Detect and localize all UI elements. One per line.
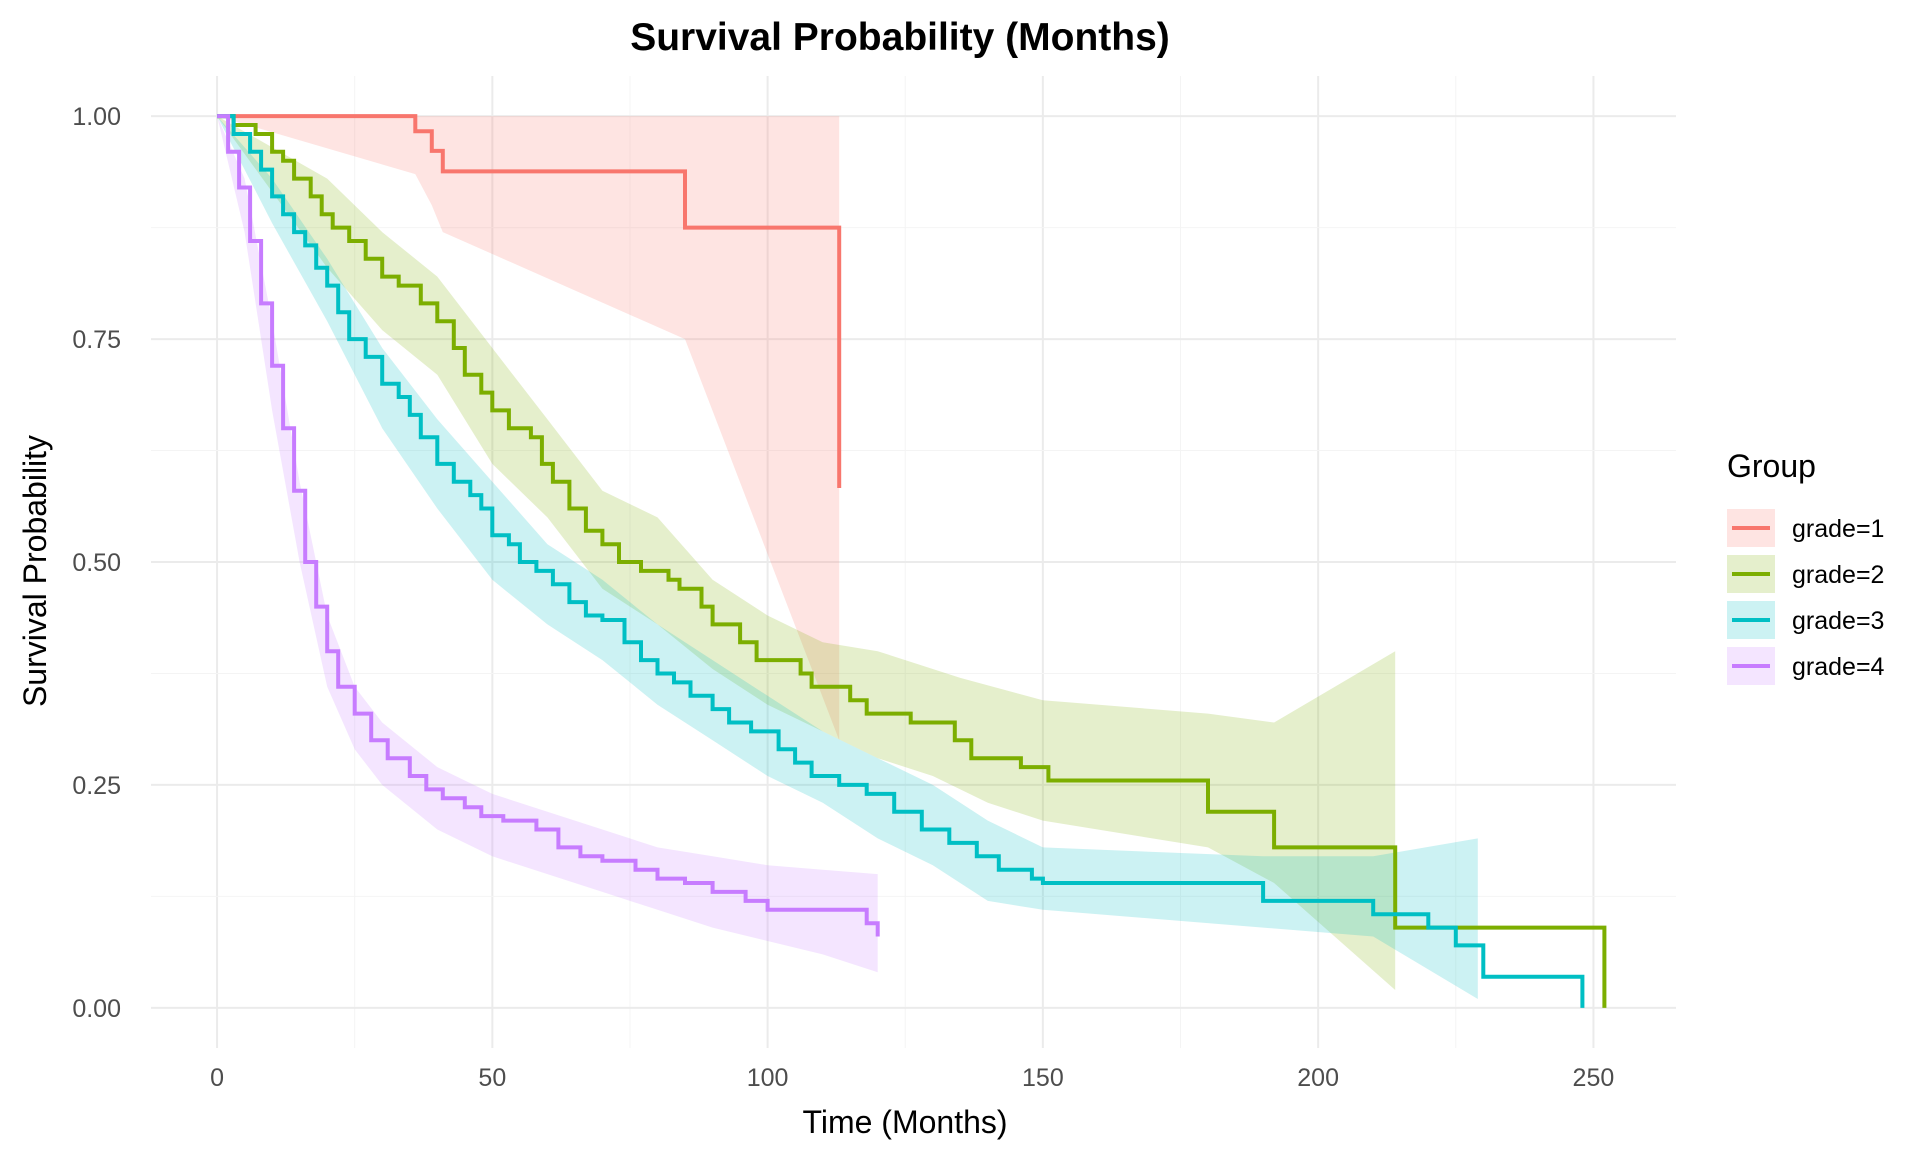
x-tick-label: 100 <box>747 1064 789 1092</box>
x-tick-label: 0 <box>210 1064 224 1092</box>
x-tick-label: 250 <box>1573 1064 1615 1092</box>
legend: Group grade=1 grade=2 grade=3 grade=4 <box>1727 448 1885 685</box>
confidence-band-grade-2 <box>217 116 1396 991</box>
x-tick-label: 200 <box>1297 1064 1339 1092</box>
survival-curve-grade-1 <box>217 114 842 488</box>
survival-curve-grade-3 <box>217 114 1585 1008</box>
survival-curves <box>217 114 1607 1008</box>
legend-label: grade=2 <box>1792 561 1884 589</box>
survival-curve-grade-4 <box>217 114 880 937</box>
y-tick-label: 0.50 <box>72 549 121 577</box>
chart-title: Survival Probability (Months) <box>630 16 1170 59</box>
confidence-bands <box>217 116 1478 1000</box>
y-tick-label: 0.75 <box>72 326 121 354</box>
confidence-band-grade-3 <box>217 116 1478 1000</box>
x-axis-title: Time (Months) <box>802 1104 1007 1140</box>
y-tick-label: 0.25 <box>72 772 121 800</box>
legend-label: grade=4 <box>1792 653 1885 681</box>
y-axis-title: Survival Probability <box>17 435 53 707</box>
grid-lines <box>151 76 1676 1048</box>
legend-label: grade=1 <box>1792 515 1884 543</box>
x-axis-ticks: 0 50 100 150 200 250 <box>210 1064 1614 1092</box>
x-tick-label: 50 <box>478 1064 506 1092</box>
confidence-band-grade-1 <box>217 116 840 741</box>
y-tick-label: 1.00 <box>72 103 121 131</box>
survival-curve-grade-2 <box>217 114 1607 1008</box>
x-tick-label: 150 <box>1022 1064 1064 1092</box>
legend-label: grade=3 <box>1792 607 1884 635</box>
legend-title: Group <box>1727 448 1816 484</box>
confidence-band-grade-4 <box>217 116 878 973</box>
y-tick-label: 0.00 <box>72 995 121 1023</box>
y-axis-ticks: 0.00 0.25 0.50 0.75 1.00 <box>72 103 121 1023</box>
